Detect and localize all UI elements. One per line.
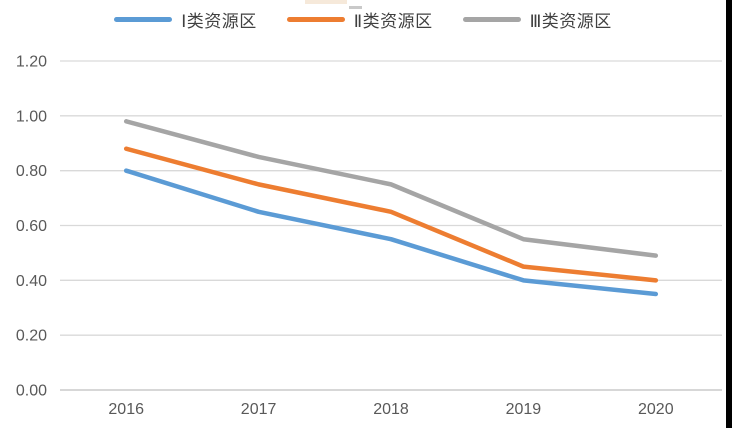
legend-label: Ⅱ类资源区 (353, 12, 433, 31)
y-tick-label: 0.40 (16, 273, 47, 290)
x-tick-label: 2020 (638, 401, 674, 418)
y-tick-label: 0.80 (16, 163, 47, 180)
legend-line-sample-icon (462, 17, 521, 22)
screenshot-right-border (726, 0, 732, 428)
legend-label: Ⅰ类资源区 (181, 12, 257, 31)
y-tick-label: 1.00 (16, 108, 47, 125)
y-tick-label: 1.20 (16, 54, 47, 71)
crop-artifact-gray-dash (349, 6, 362, 9)
y-tick-label: 0.00 (16, 383, 47, 400)
x-tick-label: 2019 (506, 401, 542, 418)
legend-line-sample-icon (114, 17, 173, 22)
series-line-2 (123, 146, 659, 283)
y-tick-label: 0.60 (16, 218, 47, 235)
series-line-1 (123, 168, 659, 297)
chart-legend: Ⅰ类资源区 Ⅱ类资源区 Ⅲ类资源区 (0, 7, 726, 32)
legend-label: Ⅲ类资源区 (529, 12, 612, 31)
x-tick-label: 2016 (108, 401, 144, 418)
legend-line-sample-icon (286, 17, 345, 22)
crop-artifact-peach (305, 0, 347, 4)
x-tick-label: 2017 (241, 401, 277, 418)
legend-item-1: Ⅰ类资源区 (114, 7, 257, 32)
legend-item-2: Ⅱ类资源区 (286, 7, 433, 32)
y-tick-label: 0.20 (16, 328, 47, 345)
x-tick-label: 2018 (373, 401, 409, 418)
legend-item-3: Ⅲ类资源区 (462, 7, 612, 32)
series-line-3 (123, 119, 659, 258)
